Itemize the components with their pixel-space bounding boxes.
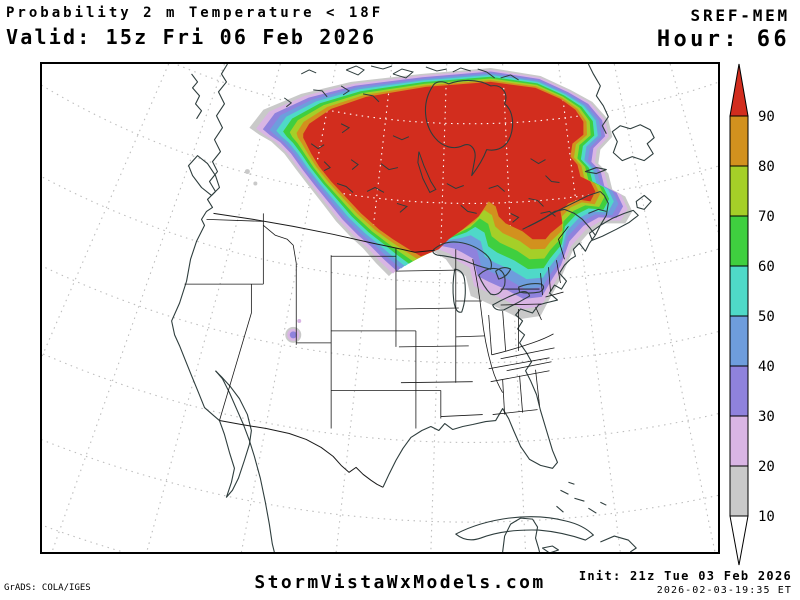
jamaica [541,545,560,552]
pacific-coast [171,64,228,421]
init-timestamp: 2026-02-03-19:35 ET [656,585,792,596]
baja-coast [215,370,252,498]
probability-field [249,67,633,319]
forecast-hour-label: Hour: 66 [656,27,790,52]
colorbar-segment-50 [729,265,749,317]
us-canada-border [213,212,435,253]
colorbar-segment-60 [729,215,749,267]
graticule-grid [42,64,718,552]
anticosti-island [584,167,607,175]
colorbar-tick-80: 80 [758,159,775,175]
colorbar-tick-60: 60 [758,259,775,275]
mexico-west-coast [215,370,275,552]
probability-colorbar: 90 80 70 60 50 40 30 20 10 [729,63,775,566]
st-lawrence-north-shore [528,190,601,227]
yucatan [502,517,541,552]
colorbar-tick-40: 40 [758,359,775,375]
colorbar-segment-80 [729,115,749,167]
site-watermark: StormVistaWxModels.com [254,572,546,593]
hudson-bay [425,79,514,177]
colorbar-segment-10 [729,465,749,517]
isolated-probability-spots [244,169,302,343]
probability-band-90 [303,81,596,257]
cuba [455,516,594,541]
prince-edward-island [588,208,607,214]
new-brunswick-coast [594,191,609,236]
lake-winnipeg [417,151,437,194]
map-svg [42,64,718,552]
gulf-atlantic-coast [382,234,596,488]
colorbar-segment-70 [729,165,749,217]
great-lakes [432,241,545,313]
labrador-coast [587,64,609,134]
weather-map [40,62,720,554]
hispaniola [600,535,637,552]
model-name: SREF-MEM [690,6,790,25]
coastlines [171,64,655,552]
colorbar-segment-20 [729,415,749,467]
grads-credit: GrADS: COLA/IGES [4,583,91,593]
bahamas [556,481,607,514]
colorbar-under-triangle [729,515,749,566]
colorbar-tick-90: 90 [758,109,775,125]
us-mexico-border [219,420,384,488]
vancouver-island [188,155,221,197]
colorbar-segment-30 [729,365,749,417]
georgian-bay [495,267,512,280]
newfoundland [611,124,655,162]
colorbar-segment-40 [729,315,749,367]
cape-breton [635,194,652,210]
init-time-label: Init: 21z Tue 03 Feb 2026 [578,569,792,583]
colorbar-tick-50: 50 [758,309,775,325]
colorbar-tick-20: 20 [758,459,775,475]
lake-huron [478,267,506,296]
lake-michigan [452,268,466,313]
lake-ontario [518,282,545,294]
nova-scotia [588,209,639,241]
lake-erie [492,291,531,311]
page-title: Probability 2 m Temperature < 18F [6,5,384,21]
northern-islands [283,65,519,108]
bc-archipelago [191,73,203,120]
colorbar-tick-70: 70 [758,209,775,225]
valid-time-label: Valid: 15z Fri 06 Feb 2026 [6,25,377,49]
canadian-lakes [310,123,560,223]
colorbar-tick-10: 10 [758,509,775,525]
colorbar-tick-30: 30 [758,409,775,425]
political-borders [184,212,569,488]
colorbar-over-triangle [729,63,749,117]
